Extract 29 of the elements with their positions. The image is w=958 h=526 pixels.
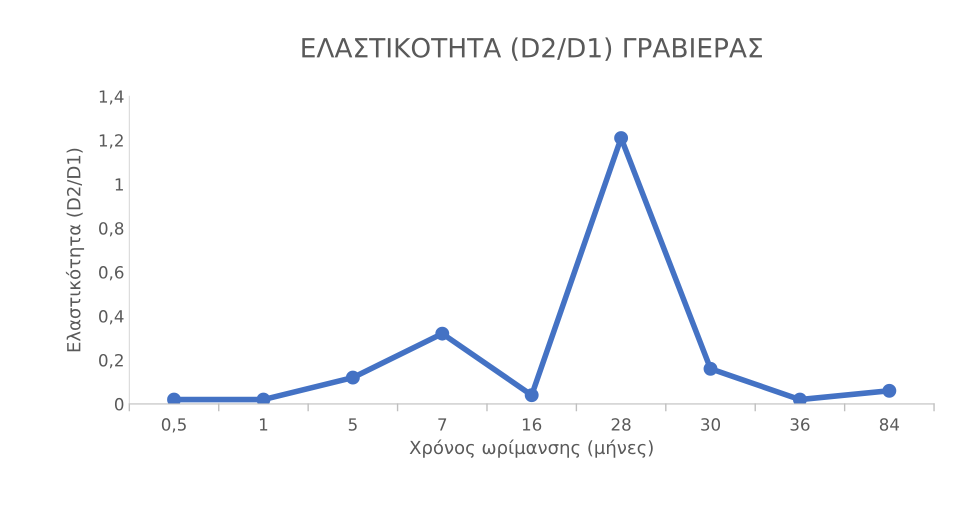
x-tick-label: 1 — [260, 418, 268, 431]
y-tick-label: 1,4 — [100, 90, 124, 105]
x-tick-label: 16 — [522, 418, 542, 431]
point — [167, 392, 181, 404]
point — [792, 392, 807, 404]
x-tick-label: 36 — [790, 418, 810, 431]
y-tick-label: 0,2 — [99, 354, 123, 368]
point — [256, 392, 270, 404]
x-tick-label: 84 — [880, 418, 900, 431]
y-tick-label: 1 — [116, 178, 123, 191]
y-tick-label: 0,4 — [99, 310, 124, 324]
x-tick-label: 0,5 — [162, 418, 186, 432]
chart-title: ΕΛΑΣΤΙΚΟΤΗΤΑ (D2/D1) ΓΡΑΒΙΕΡΑΣ — [302, 37, 762, 61]
x-tick-label: 5 — [348, 418, 357, 431]
point — [704, 362, 718, 376]
point — [614, 131, 628, 145]
point — [346, 370, 360, 385]
x-tick-label: 30 — [701, 418, 720, 431]
point — [882, 384, 896, 398]
x-tick-label: 7 — [438, 418, 446, 431]
y-tick-label: 0,6 — [99, 266, 124, 280]
y-tick-label: 0,8 — [99, 222, 124, 236]
point — [524, 388, 539, 402]
x-tick-label: 28 — [612, 418, 631, 431]
x-axis-title: Χρόνος ωρίμανσης (μήνες) — [410, 440, 653, 458]
y-axis-title: Ελαστικότητα (D2/D1) — [66, 148, 84, 352]
y-tick-label: 0 — [114, 398, 124, 411]
point — [435, 326, 450, 341]
y-tick-label: 1,2 — [100, 134, 123, 148]
